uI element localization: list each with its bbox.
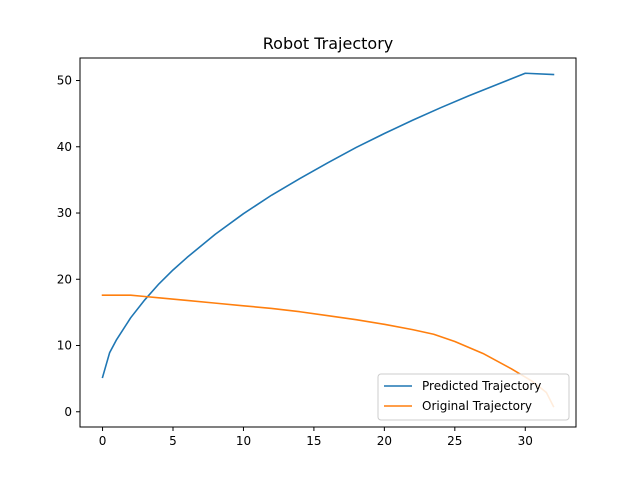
y-tick-label: 20 bbox=[57, 272, 72, 286]
x-tick-label: 10 bbox=[236, 434, 251, 448]
series-line-2 bbox=[101, 294, 555, 408]
x-tick-label: 5 bbox=[169, 434, 177, 448]
y-tick-label: 40 bbox=[57, 140, 72, 154]
legend-label-2: Original Trajectory bbox=[422, 399, 532, 413]
axes-layer: 0 5 10 15 20 25 30 0 10 20 30 40 50 bbox=[57, 57, 577, 448]
y-tick-label: 30 bbox=[57, 206, 72, 220]
x-tick-label: 15 bbox=[306, 434, 321, 448]
y-tick-label: 10 bbox=[57, 339, 72, 353]
axes-frame bbox=[79, 57, 577, 428]
x-tick-label: 20 bbox=[377, 434, 392, 448]
y-tick-label: 0 bbox=[64, 405, 72, 419]
legend-box bbox=[377, 373, 570, 421]
y-tick-label: 50 bbox=[57, 74, 72, 88]
legend: Predicted Trajectory Original Trajectory bbox=[377, 373, 570, 421]
x-tick-label: 25 bbox=[447, 434, 462, 448]
x-tick-label: 0 bbox=[99, 434, 107, 448]
x-tick-label: 30 bbox=[518, 434, 533, 448]
series-layer bbox=[101, 72, 555, 408]
series-line-1 bbox=[101, 72, 555, 379]
plot-area bbox=[80, 58, 576, 427]
plot-background bbox=[80, 58, 576, 427]
legend-label-1: Predicted Trajectory bbox=[422, 379, 541, 393]
chart-title: Robot Trajectory bbox=[263, 34, 394, 53]
